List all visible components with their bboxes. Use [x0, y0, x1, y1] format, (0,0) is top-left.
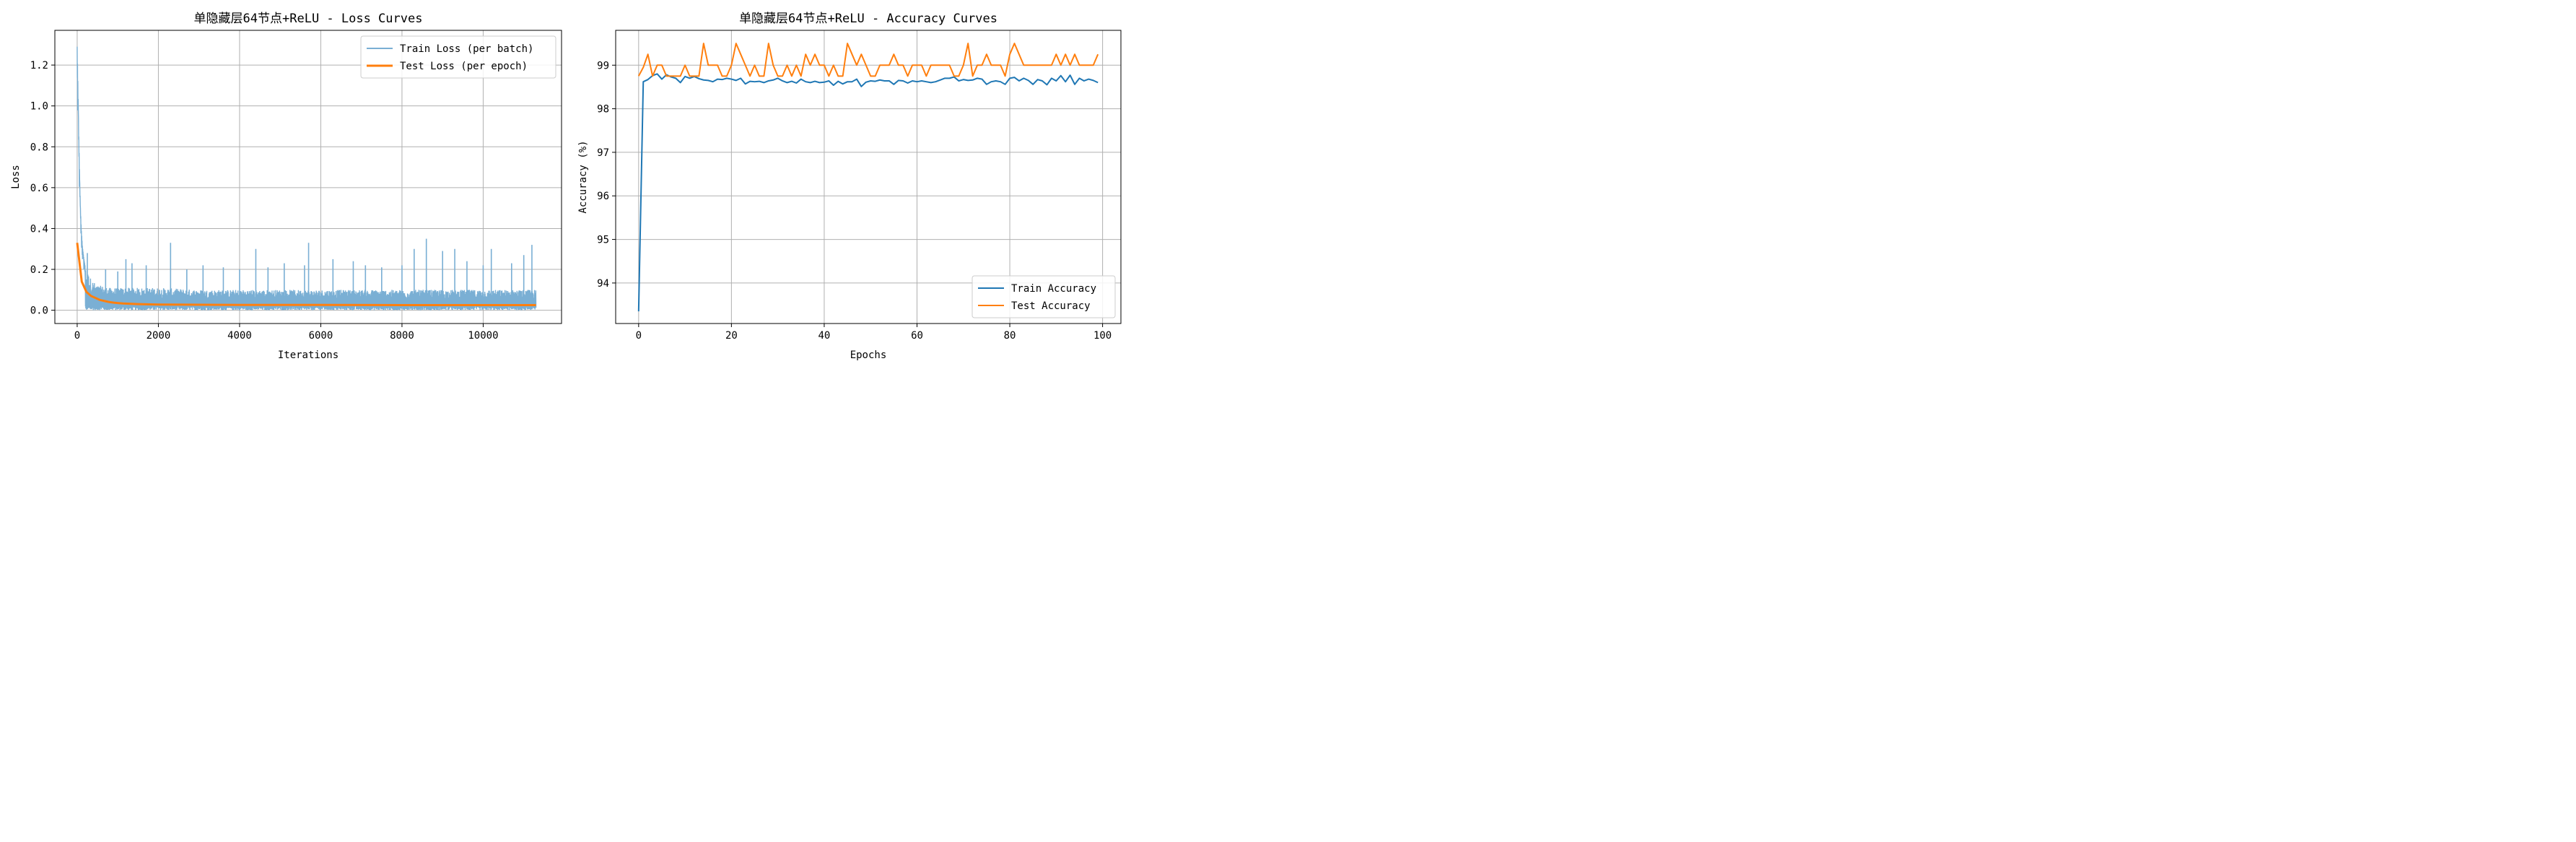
y-tick-label-5: 1.0 [30, 101, 48, 113]
series-1-1-line [637, 43, 1099, 77]
legend-label-0-0: Train Loss (per batch) [400, 43, 533, 55]
y-tick-label-3: 97 [597, 147, 609, 159]
x-tick-label-5: 10000 [468, 330, 498, 342]
y-tick-label-6: 1.2 [30, 60, 48, 71]
chart-1: 0 20 40 60 80 100 94 95 96 97 98 99 单隐藏层64节点+ReLU - … [577, 12, 1122, 361]
y-tick-label-0: 94 [597, 278, 609, 290]
legend-label-1-1: Test Accuracy [1011, 300, 1091, 312]
y-tick-label-1: 0.2 [30, 264, 48, 276]
legend-0: Train Loss (per batch) Test Loss (per epo… [360, 35, 556, 79]
figure: 0 2000 4000 6000 8000 10000 0.0 0.2 0.4 0.6 0.8 1.0… [10, 12, 1122, 361]
x-tick-label-3: 6000 [309, 330, 333, 342]
legend-box-0 [360, 35, 556, 79]
axes-frame-0 [54, 30, 562, 324]
x-tick-label-3: 60 [911, 330, 923, 342]
y-tick-label-2: 0.4 [30, 223, 48, 235]
y-axis-label-1: Accuracy (%) [577, 140, 589, 213]
x-tick-label-4: 8000 [390, 330, 414, 342]
chart-title-1: 单隐藏层64节点+ReLU - Accuracy Curves [739, 12, 997, 26]
x-tick-label-1: 20 [725, 330, 738, 342]
x-tick-label-5: 100 [1093, 330, 1112, 342]
y-axis-label-0: Loss [10, 165, 22, 189]
series-0-1-line [76, 243, 536, 307]
plot-area-0 [76, 46, 537, 311]
legend-box-1 [972, 275, 1116, 318]
x-axis-label-1: Epochs [850, 350, 887, 361]
x-tick-label-4: 80 [1004, 330, 1016, 342]
legend-label-1-0: Train Accuracy [1011, 283, 1096, 295]
x-tick-label-0: 0 [74, 330, 80, 342]
series-1-0-line [637, 73, 1099, 312]
chart-title-0: 单隐藏层64节点+ReLU - Loss Curves [194, 12, 423, 26]
y-tick-label-1: 95 [597, 235, 609, 246]
y-tick-label-4: 98 [597, 104, 609, 116]
x-axis-label-0: Iterations [278, 350, 339, 361]
y-tick-label-3: 0.6 [30, 183, 48, 194]
legend-label-0-1: Test Loss (per epoch) [400, 61, 528, 72]
x-tick-label-1: 2000 [147, 330, 171, 342]
x-tick-label-0: 0 [636, 330, 642, 342]
plot-area-1 [637, 43, 1099, 312]
y-tick-label-2: 96 [597, 191, 609, 202]
axes-frame-1 [615, 30, 1122, 324]
y-tick-label-0: 0.0 [30, 305, 48, 317]
x-tick-label-2: 4000 [227, 330, 252, 342]
legend-1: Train Accuracy Test Accuracy [972, 275, 1116, 318]
y-tick-label-5: 99 [597, 60, 609, 71]
x-tick-label-2: 40 [818, 330, 831, 342]
chart-0: 0 2000 4000 6000 8000 10000 0.0 0.2 0.4 0.6 0.8 1.0… [10, 12, 562, 361]
y-tick-label-4: 0.8 [30, 142, 48, 153]
